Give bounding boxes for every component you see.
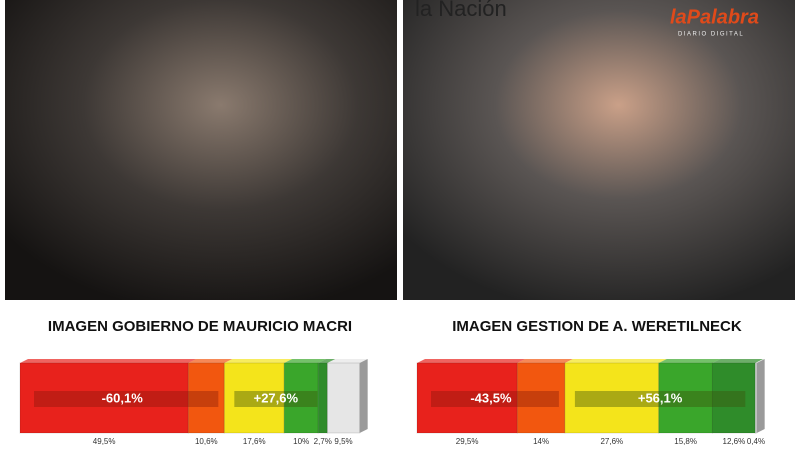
charts: IMAGEN GOBIERNO DE MAURICIO MACRI 49,5% 10… — [19, 318, 765, 446]
logo-tagline: DIARIO DIGITAL — [678, 32, 744, 38]
value-label: 29,5% — [456, 437, 479, 445]
bar-top — [658, 359, 721, 363]
value-label: 12,6% — [723, 437, 746, 445]
bar-segment — [416, 362, 518, 434]
bar-segment — [187, 362, 225, 434]
bar-top — [224, 359, 293, 363]
label-band — [34, 391, 219, 407]
bar-side — [359, 359, 368, 433]
value-label: 10,6% — [195, 437, 218, 445]
bar-top — [188, 359, 233, 363]
value-label: 9,5% — [334, 437, 352, 445]
photo-text: la Nación — [415, 0, 507, 21]
label-band — [431, 391, 559, 407]
bar-segment — [754, 362, 758, 434]
value-label: 49,5% — [93, 437, 116, 445]
bar-top — [318, 359, 336, 363]
bar-top — [712, 359, 764, 363]
bar-segment — [19, 362, 189, 434]
bar-segment — [326, 362, 361, 434]
bar-top — [755, 359, 765, 363]
value-label: 27,6% — [600, 437, 623, 445]
bar-segment — [283, 362, 319, 434]
bar-top — [20, 359, 197, 363]
value-label: 17,6% — [243, 437, 266, 445]
negative-label: -43,5% — [470, 390, 512, 405]
bar-top — [327, 359, 368, 363]
bar-top — [517, 359, 573, 363]
label-band — [574, 391, 746, 407]
bar-top — [417, 359, 526, 363]
bar-side — [756, 359, 765, 433]
value-label: 14% — [533, 437, 549, 445]
bar-segment — [317, 362, 328, 434]
negative-label: -60,1% — [102, 390, 144, 405]
chart-title: IMAGEN GESTION DE A. WERETILNECK — [452, 318, 742, 335]
value-label: 15,8% — [674, 437, 697, 445]
positive-label: +56,1% — [638, 390, 683, 405]
photo-right — [403, 0, 795, 300]
chart-title: IMAGEN GOBIERNO DE MAURICIO MACRI — [48, 318, 352, 335]
photo-left — [5, 0, 397, 300]
bar-segment — [658, 362, 713, 434]
value-label: 0,4% — [747, 437, 765, 445]
bar-segment — [516, 362, 566, 434]
label-band — [234, 391, 318, 407]
value-label: 10% — [293, 437, 309, 445]
positive-label: +27,6% — [254, 390, 299, 405]
logo: laPalabra — [670, 6, 759, 28]
value-label: 2,7% — [314, 437, 332, 445]
bar-top — [284, 359, 327, 363]
bar-top — [564, 359, 667, 363]
